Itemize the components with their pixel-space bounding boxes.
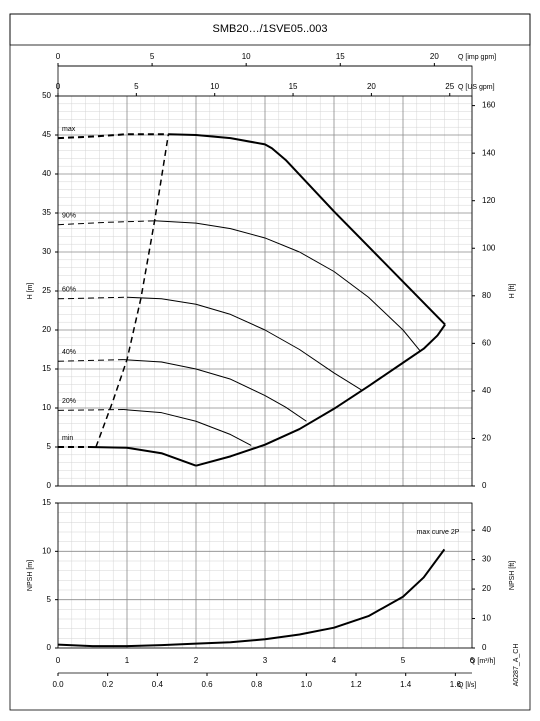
- y-tick-label: 10: [42, 403, 51, 412]
- title-frame: [9, 13, 531, 46]
- curve: [95, 134, 170, 448]
- curve-label: min: [62, 435, 73, 442]
- curve: [126, 296, 362, 391]
- y2-tick-label: 100: [482, 243, 496, 252]
- x-tick-label: 1.6: [450, 680, 462, 689]
- x-tick-label: 3: [263, 656, 268, 665]
- x-axis-label: Q [m³/h]: [470, 658, 495, 665]
- x-tick-label: 0: [56, 52, 61, 61]
- x-tick-label: 20: [430, 52, 439, 61]
- x-tick-label: 5: [401, 656, 406, 665]
- x-axis-label: Q [imp gpm]: [458, 54, 496, 61]
- x-axis-label: Q [US gpm]: [458, 84, 495, 91]
- chart-title: SMB20…/1SVE05..003: [213, 23, 328, 35]
- x-tick-label: 0.6: [201, 680, 213, 689]
- y-tick-label: 20: [42, 325, 51, 334]
- curve-label: max: [62, 126, 76, 133]
- curve: [57, 296, 128, 300]
- x-tick-label: 0.0: [52, 680, 64, 689]
- curve-label: max curve 2P: [417, 529, 460, 536]
- outer-frame: [9, 13, 531, 711]
- x-tick-label: 2: [194, 656, 199, 665]
- x-tick-label: 20: [367, 82, 376, 91]
- y2-tick-label: 30: [482, 555, 491, 564]
- y-axis-label: H [m]: [27, 283, 34, 300]
- y-tick-label: 0: [47, 481, 52, 490]
- curve-label: 40%: [62, 349, 76, 356]
- y-tick-label: 25: [42, 286, 51, 295]
- curve-label: 90%: [62, 213, 76, 220]
- y-tick-label: 15: [42, 498, 51, 507]
- y2-tick-label: 60: [482, 338, 491, 347]
- y-axis-label: NPSH [m]: [27, 560, 34, 591]
- curve: [57, 409, 124, 411]
- curve-label: 20%: [62, 398, 76, 405]
- y2-tick-label: 0: [482, 481, 487, 490]
- curve: [123, 359, 307, 422]
- y-tick-label: 35: [42, 208, 51, 217]
- x-tick-label: 5: [134, 82, 139, 91]
- y2-tick-label: 120: [482, 196, 496, 205]
- curve: [57, 548, 446, 648]
- x-tick-label: 1.2: [350, 680, 362, 689]
- y2-tick-label: 10: [482, 614, 491, 623]
- y2-tick-label: 40: [482, 525, 491, 534]
- curve: [195, 323, 446, 467]
- y-tick-label: 40: [42, 169, 51, 178]
- curve: [57, 359, 124, 362]
- x-tick-label: 1.0: [301, 680, 313, 689]
- x-tick-label: 15: [336, 52, 345, 61]
- x-tick-label: 4: [332, 656, 337, 665]
- x-tick-label: 1: [125, 656, 130, 665]
- curve: [123, 409, 252, 446]
- x-tick-label: 0.2: [102, 680, 114, 689]
- curve: [154, 220, 421, 352]
- x-tick-label: 1.4: [400, 680, 412, 689]
- x-tick-label: 25: [445, 82, 454, 91]
- y2-tick-label: 40: [482, 386, 491, 395]
- y2-axis-label: H [ft]: [509, 284, 516, 299]
- y-tick-label: 30: [42, 247, 51, 256]
- y2-tick-label: 80: [482, 291, 491, 300]
- curve-label: 60%: [62, 287, 76, 294]
- x-tick-label: 15: [289, 82, 298, 91]
- curve: [89, 446, 197, 467]
- y-tick-label: 45: [42, 130, 51, 139]
- y-tick-label: 50: [42, 91, 51, 100]
- x-tick-label: 10: [210, 82, 219, 91]
- x-tick-label: 0.8: [251, 680, 263, 689]
- y2-tick-label: 0: [482, 643, 487, 652]
- y2-tick-label: 140: [482, 148, 496, 157]
- x-tick-label: 5: [150, 52, 155, 61]
- y-tick-label: 10: [42, 546, 51, 555]
- side-note: A0287_A_CH: [513, 644, 520, 687]
- x-tick-label: 0.4: [152, 680, 164, 689]
- plot-frame: [57, 502, 473, 649]
- y-tick-label: 5: [47, 442, 52, 451]
- y2-axis-label: NPSH [ft]: [509, 561, 516, 590]
- x-tick-label: 10: [242, 52, 251, 61]
- curve: [57, 133, 169, 140]
- y-tick-label: 0: [47, 643, 52, 652]
- curve: [168, 133, 446, 326]
- y2-tick-label: 20: [482, 434, 491, 443]
- plot-frame: [57, 95, 473, 487]
- curve: [57, 220, 155, 226]
- x-tick-label: 6: [470, 656, 475, 665]
- y2-tick-label: 160: [482, 101, 496, 110]
- y2-tick-label: 20: [482, 584, 491, 593]
- y-tick-label: 15: [42, 364, 51, 373]
- x-axis-label: Q [l/s]: [458, 682, 476, 689]
- x-tick-label: 0: [56, 656, 61, 665]
- x-tick-label: 0: [56, 82, 61, 91]
- y-tick-label: 5: [47, 595, 52, 604]
